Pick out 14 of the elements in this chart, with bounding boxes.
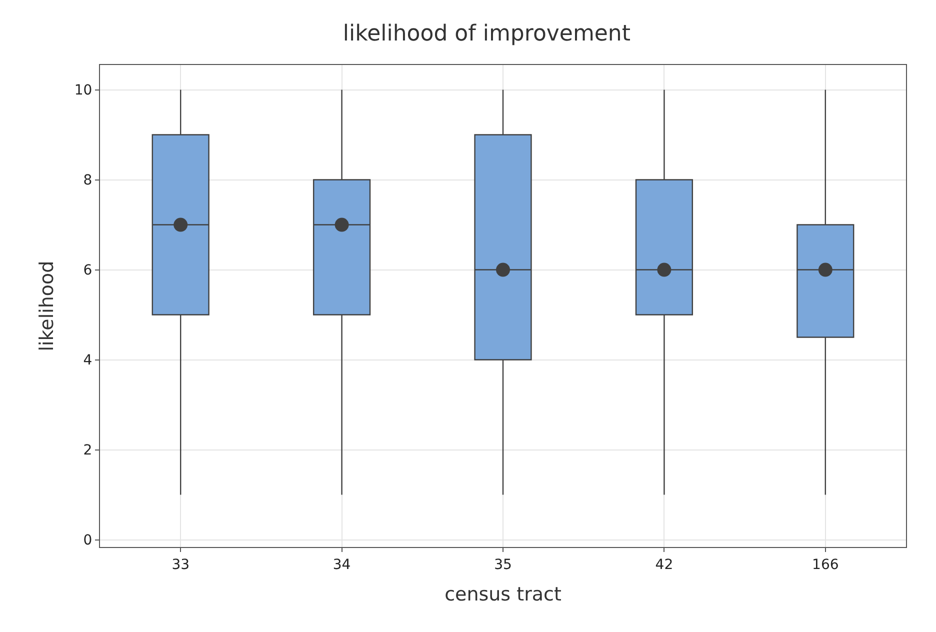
x-tick-label: 42	[655, 556, 674, 573]
x-tick-label: 34	[332, 556, 351, 573]
y-axis-title: likelihood	[36, 260, 58, 352]
x-axis-title: census tract	[444, 584, 562, 606]
y-tick-label: 8	[83, 172, 92, 189]
y-tick-label: 10	[74, 82, 92, 99]
x-tick-label: 33	[172, 556, 190, 573]
y-tick-label: 6	[83, 262, 92, 279]
x-tick-label: 35	[494, 556, 512, 573]
y-tick-label: 0	[83, 532, 92, 549]
x-tick-label: 166	[812, 556, 839, 573]
y-tick-label: 2	[83, 442, 92, 459]
y-tick-label: 4	[83, 352, 92, 369]
chart-title: likelihood of improvement	[342, 22, 631, 47]
